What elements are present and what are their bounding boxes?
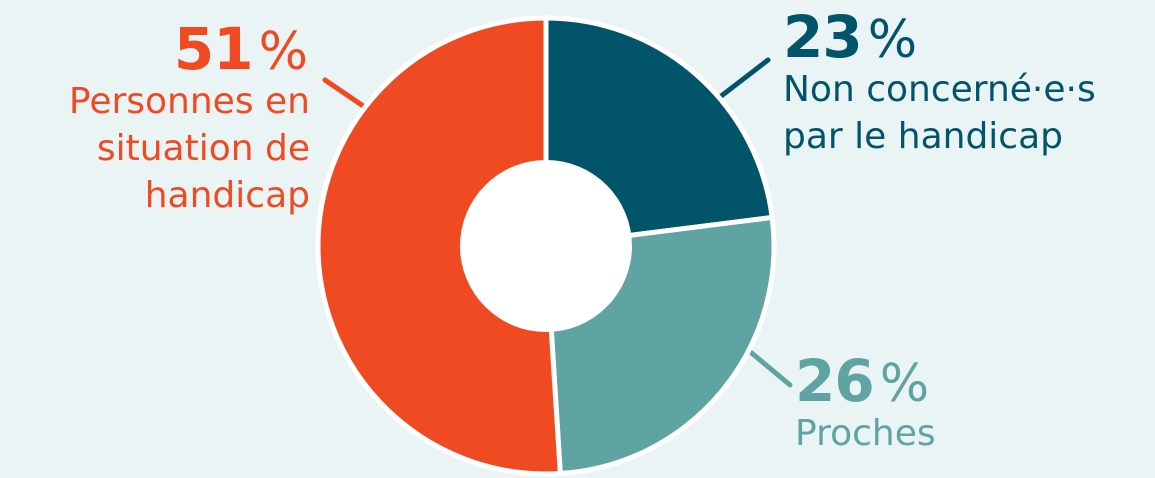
pct-symbol-non-concernes: % (867, 10, 918, 70)
label-personnes-handicap-line3: handicap (144, 175, 310, 216)
pct-value-proches: 26 (795, 347, 875, 415)
pct-symbol-proches: % (879, 354, 930, 414)
label-non-concernes-line1: Non concerné·e·s (783, 69, 1096, 110)
pct-value-non-concernes: 23 (783, 3, 863, 71)
label-proches-line1: Proches (795, 413, 936, 454)
callout-proches: 26% Proches (795, 352, 936, 457)
label-personnes-handicap-line1: Personnes en (68, 81, 310, 122)
callout-personnes-handicap: 51% Personnes en situation de handicap (10, 20, 310, 219)
callout-non-concernes: 23% Non concerné·e·s par le handicap (783, 8, 1096, 160)
slice-personnes-handicap (315, 15, 563, 477)
donut-hole (460, 160, 632, 332)
label-non-concernes-line2: par le handicap (783, 116, 1064, 157)
pct-symbol-personnes-handicap: % (258, 22, 308, 82)
pct-value-personnes-handicap: 51 (173, 15, 254, 83)
label-personnes-handicap-line2: situation de (96, 128, 310, 169)
